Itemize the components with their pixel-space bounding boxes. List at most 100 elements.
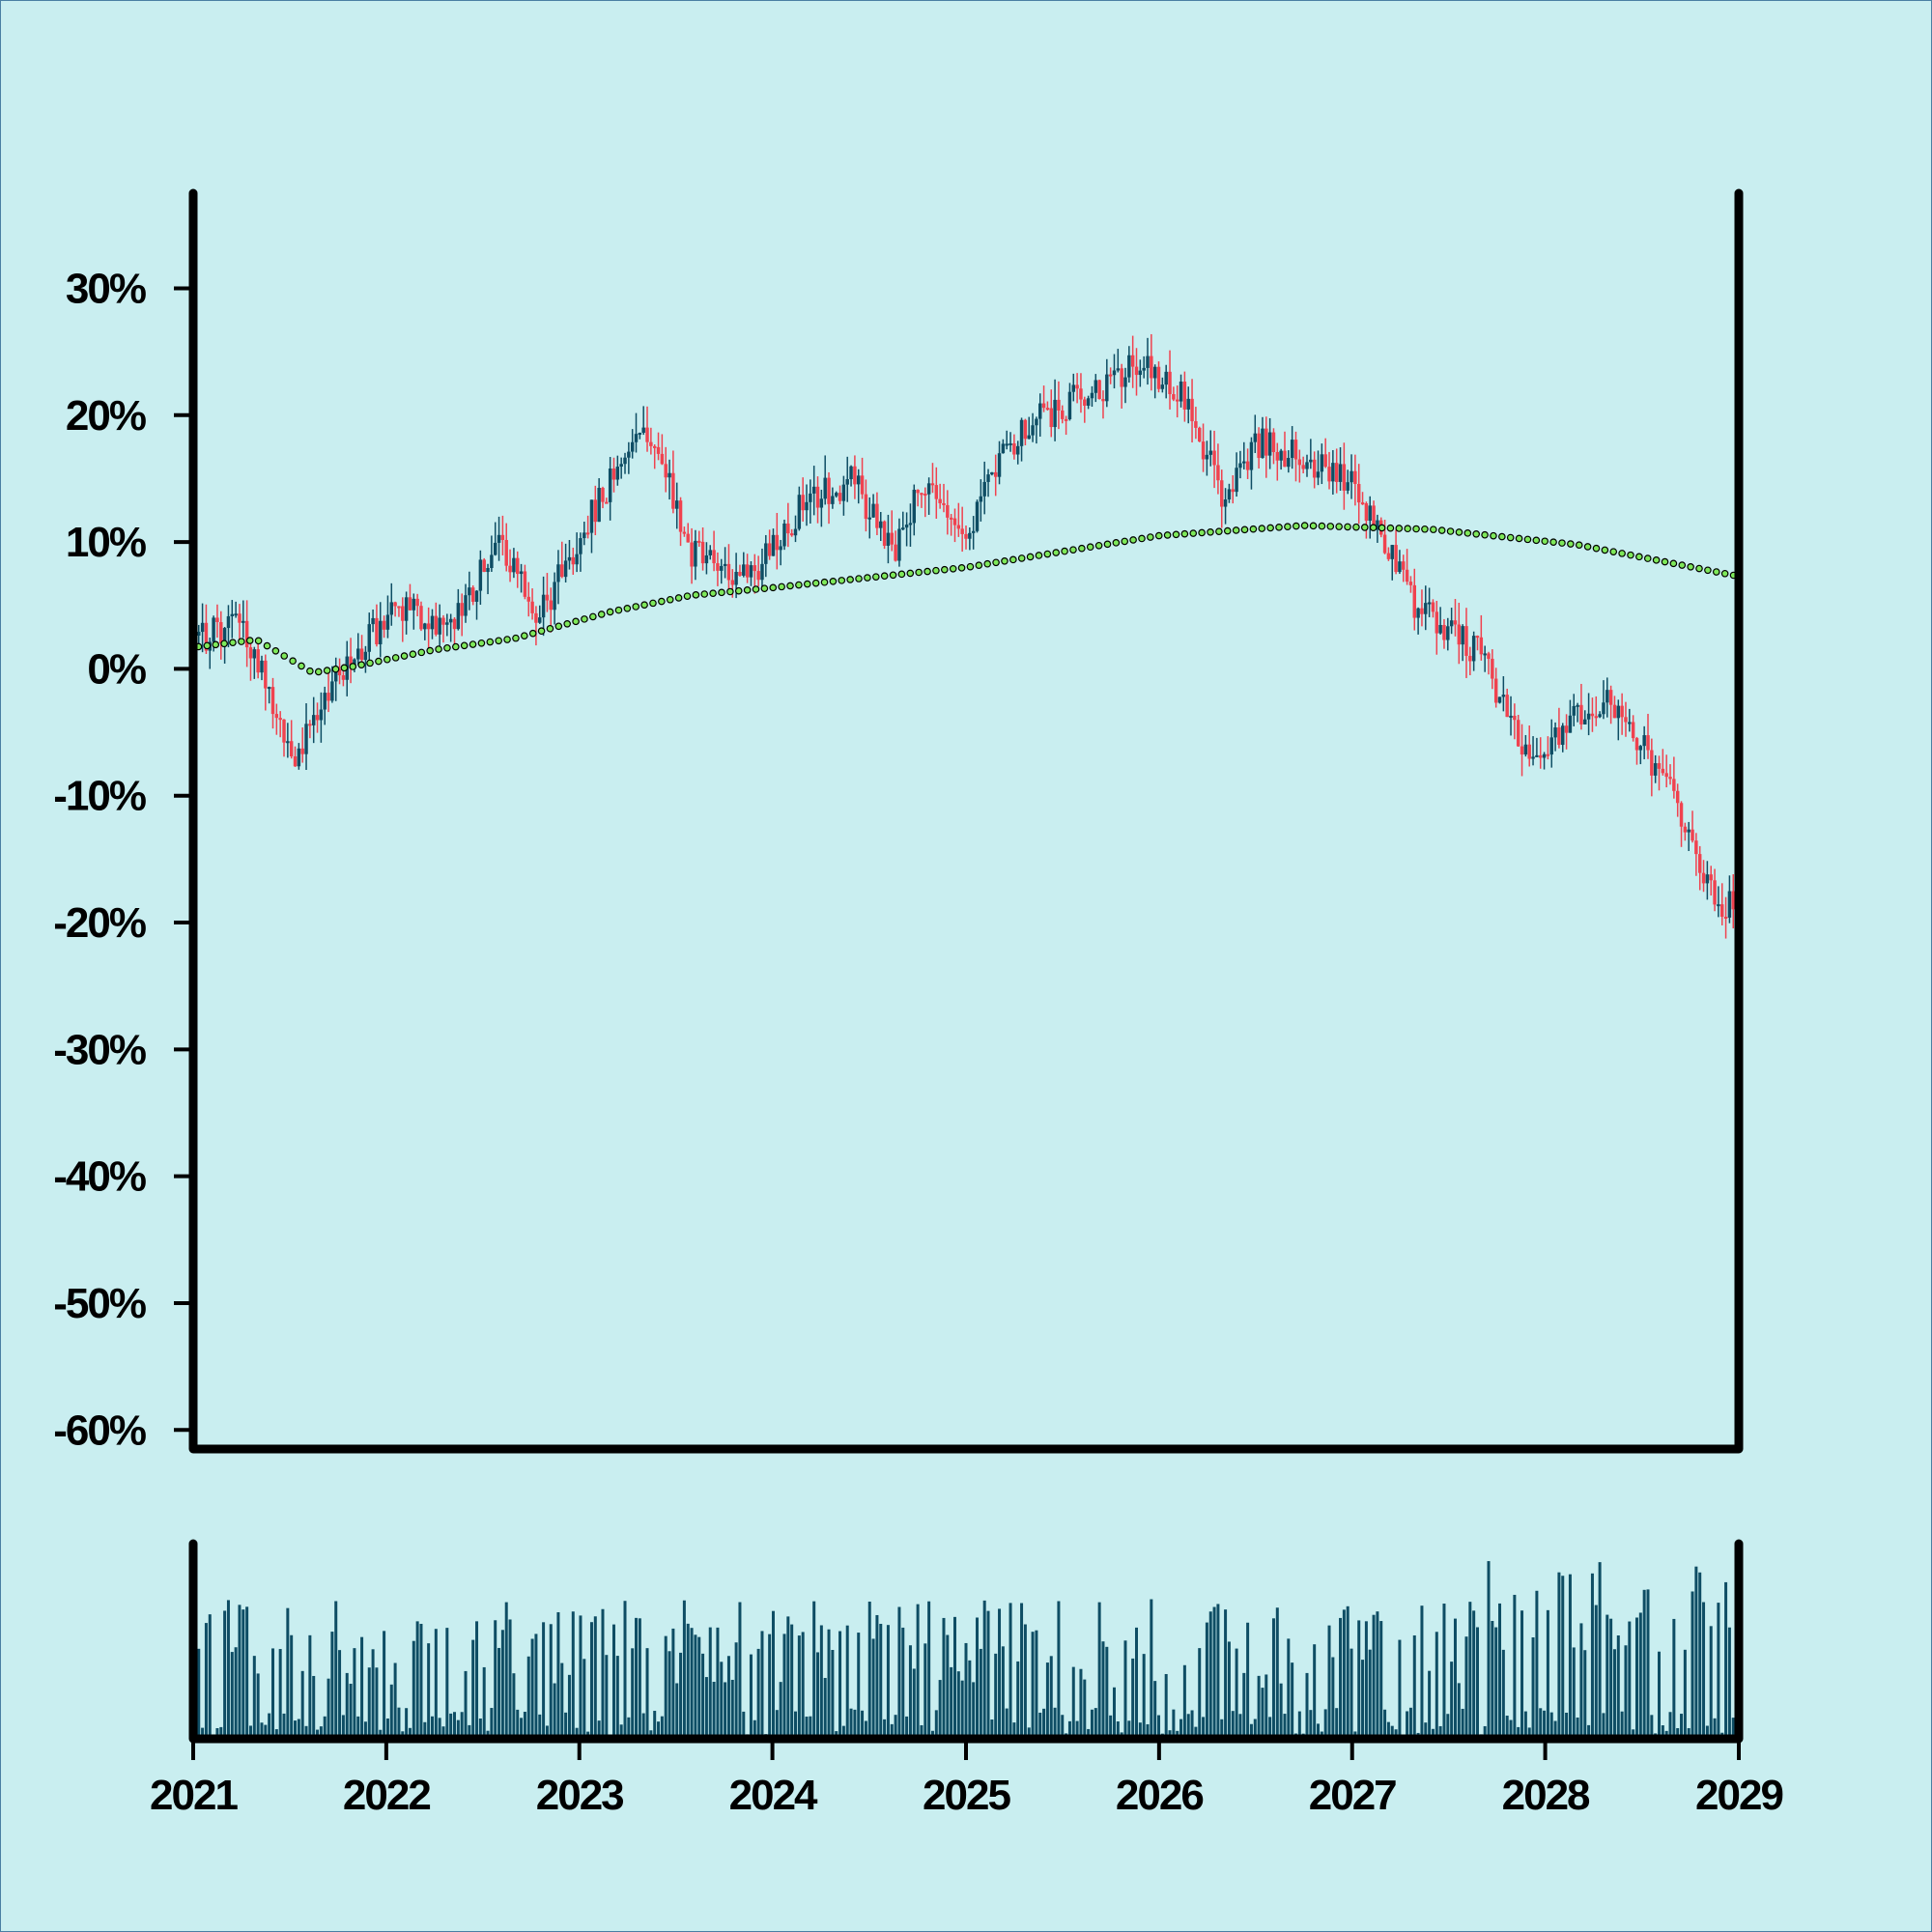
candle-body [1194,421,1198,428]
trend-dot [975,561,983,569]
candle-body [775,534,780,551]
candle-body [1331,463,1335,482]
candle-body [1152,366,1157,379]
trend-dot [778,582,785,591]
volume-bar [835,1731,838,1735]
candle-body [1713,880,1717,905]
candle-body [468,587,471,596]
trend-dot [1352,523,1360,531]
candle-body [1427,602,1432,605]
volume-bar [1097,1602,1101,1735]
candle-body [379,620,383,644]
volume-bar [879,1623,883,1735]
volume-bar [1383,1709,1387,1735]
candle-body [585,532,590,535]
candle-body [1045,408,1050,411]
volume-bar [1253,1719,1257,1735]
volume-bar [286,1607,290,1735]
candle-body [1245,461,1250,470]
x-axis: 2021 2022 2023 2024 2025 2026 2027 2028 2029 [150,1742,1784,1819]
candle-body [1356,484,1361,503]
candle-body [652,445,657,448]
volume-bar [530,1638,534,1735]
y-tick-label: -60% [53,1406,146,1454]
volume-bar [1408,1707,1412,1735]
volume-bar [1428,1670,1432,1735]
volume-bar [1342,1609,1346,1735]
trend-dot [1369,524,1378,531]
x-tick-label: 2026 [1116,1772,1203,1819]
trend-dot [1009,555,1017,564]
volume-bar [916,1604,920,1735]
volume-bar [308,1634,312,1735]
candle-body [1642,735,1646,747]
candle-body [853,466,857,485]
candle-body [753,565,757,572]
candle-body [738,572,742,576]
candle-body [1412,584,1416,618]
volume-bar [849,1708,853,1735]
trend-dot [254,637,263,645]
candle-body [1527,744,1531,759]
candle-body [1561,725,1565,746]
volume-bar [438,1718,441,1735]
candle-body [960,528,964,534]
trend-dot [1129,536,1137,544]
volume-bar [1083,1679,1087,1735]
volume-bar [1609,1618,1613,1735]
volume-bar [1182,1664,1186,1735]
volume-bar [720,1662,724,1735]
volume-bar [1142,1654,1146,1735]
candle-body [1160,384,1165,389]
volume-bar [790,1624,794,1735]
volume-bar [827,1629,831,1735]
volume-bar [560,1662,564,1735]
volume-bar [1283,1714,1287,1735]
trend-dot [563,620,572,628]
candle-body [1727,891,1732,918]
trend-dot [1112,539,1121,547]
volume-bar [226,1600,230,1735]
volume-bar [234,1647,238,1735]
candle-body [1156,366,1161,389]
trend-dot [734,586,743,595]
candle-body [1631,722,1635,739]
candle-body [1220,480,1224,507]
candle-body [1238,463,1242,469]
y-tick-label: -30% [53,1026,146,1073]
candle-body [1697,854,1702,873]
volume-bar [248,1725,252,1735]
volume-bar [516,1709,520,1735]
candle-body [649,441,653,446]
candle-body [926,483,931,495]
volume-bar [319,1726,323,1735]
volume-bar [1398,1639,1402,1735]
trend-dot [1404,525,1411,533]
trend-dot [417,648,426,657]
volume-bar [1042,1708,1046,1735]
candle-body [1179,381,1183,402]
volume-bar [704,1677,708,1735]
candle-body [385,614,390,630]
candle-body [630,441,635,452]
volume-bar [579,1615,582,1735]
volume-bar [1231,1711,1235,1735]
candle-body [563,560,568,578]
candle-body [1705,874,1710,884]
candle-body [1408,582,1413,585]
candle-body [1101,399,1105,402]
candle-body [571,556,576,565]
volume-bar [1094,1708,1097,1735]
candle-body [1253,433,1258,442]
trend-dot [1240,526,1249,534]
volume-bar [1394,1729,1398,1735]
trend-dot [1258,525,1266,532]
candle-body [730,580,734,585]
x-tick-label: 2029 [1695,1772,1782,1819]
volume-bar [1112,1687,1116,1735]
volume-bar [649,1730,653,1735]
volume-bar [1138,1722,1142,1735]
volume-bar [923,1643,927,1735]
candle-body [597,488,601,523]
volume-bar [504,1602,508,1735]
